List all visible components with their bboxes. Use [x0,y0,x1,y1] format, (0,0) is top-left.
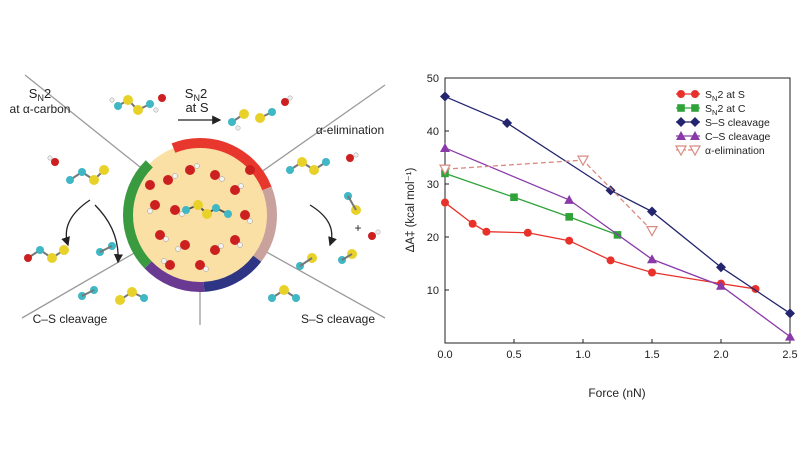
label-sn2-c: SN2 [29,86,51,103]
label-alpha-elimination: α-elimination [316,123,384,137]
arrow-alpha [309,204,337,247]
label-sn2-s-line2: at S [185,100,208,115]
data-point [716,280,726,290]
legend-marker [674,145,688,157]
x-tick-label: 1.5 [644,349,659,361]
molecule-cs-product [78,286,148,305]
data-point [438,164,452,176]
legend-marker [691,90,699,98]
y-tick-label: 20 [427,232,439,244]
legend-label: C–S cleavage [705,131,771,143]
data-point [565,236,574,245]
data-point [440,91,450,102]
y-axis-label: ΔA‡ (kcal mol⁻¹) [405,167,417,252]
plot-frame [444,77,791,344]
label-cs-cleavage: C–S cleavage [33,312,108,326]
legend-marker [690,117,700,127]
y-tick-label: 40 [427,126,439,138]
series-line [444,95,791,314]
legend-marker [691,104,699,112]
legend-entry: S–S cleavage [676,117,770,129]
data-point [785,308,795,319]
ring-segment-sn2-s [123,138,277,292]
solvated-droplet [123,138,277,292]
x-tick-label: 0.0 [437,349,452,361]
data-point [565,213,573,221]
x-tick-label: 2.0 [713,349,728,361]
legend-marker [677,90,685,98]
reaction-scheme: SN2 at S SN2 at α-carbon α-elimination C… [10,74,386,326]
molecule-sn2-c-reactant [47,155,109,185]
data-point [523,228,532,237]
legend-entry: SN2 at S [676,89,745,103]
data-point [468,219,477,228]
legend-marker [676,117,686,127]
legend-label: SN2 at S [705,89,745,103]
y-tick-label: 10 [427,285,439,297]
series-4 [438,155,659,237]
ring-segment-cs [123,138,277,292]
energy-barrier-chart: 0.0 0.5 1.0 1.5 2.0 2.5 10 20 30 40 50 SN2 at SSN2… [405,73,798,400]
series-3 [440,142,795,341]
arrow-sn2-c-left [61,199,91,247]
data-point [645,226,659,237]
label-sn2-s: SN2 [185,86,207,103]
legend-entry: α-elimination [674,145,765,157]
label-plus: + [354,221,361,235]
legend-marker [688,145,702,157]
data-point [785,331,795,341]
arrow-sn2-c-right [94,204,124,264]
molecule-sn2-s-product [228,95,293,131]
legend-marker [676,131,686,140]
molecule-alpha-reactant [286,152,359,175]
legend-entry: C–S cleavage [676,131,771,143]
series-line [444,147,791,338]
molecule-alpha-product [338,192,381,264]
series-layer [438,91,795,341]
water-cluster [145,163,255,272]
data-point [576,155,590,167]
series-line [444,172,618,236]
data-point [441,198,449,207]
series-2 [440,91,795,319]
data-point [647,206,657,217]
molecule-ss-product [268,253,317,302]
molecule-sn2-s-reactant [109,94,166,115]
ring-segment-sn2-c [123,138,277,292]
molecule-sn2-c-product [24,242,116,263]
disulfide-molecule [182,200,232,219]
reaction-arrows [61,115,337,264]
legend-label: S–S cleavage [705,117,770,129]
ring-segment-alpha [123,138,277,292]
data-point [440,142,450,152]
data-point [502,118,513,129]
data-point [482,227,491,236]
legend-entry: SN2 at C [676,103,746,117]
legend-marker [690,131,700,140]
data-point [510,193,518,202]
axis-ticks: 0.0 0.5 1.0 1.5 2.0 2.5 10 20 30 40 50 [427,73,798,361]
legend-label: α-elimination [705,145,765,157]
data-point [647,254,657,264]
data-point [716,262,726,273]
series-0 [441,198,760,293]
x-axis-label: Force (nN) [588,386,645,400]
y-tick-label: 50 [427,73,439,85]
data-point [605,185,616,196]
x-tick-label: 1.0 [575,349,590,361]
data-point [564,194,575,204]
legend-marker [677,104,685,112]
series-line [444,202,756,290]
data-point [648,268,656,277]
label-ss-cleavage: S–S cleavage [301,312,375,326]
y-tick-label: 30 [427,179,439,191]
data-point [606,256,615,265]
legend-label: SN2 at C [705,103,746,117]
x-tick-label: 2.5 [782,349,797,361]
label-sn2-c-line2: at α-carbon [10,102,71,116]
x-tick-label: 0.5 [506,349,521,361]
